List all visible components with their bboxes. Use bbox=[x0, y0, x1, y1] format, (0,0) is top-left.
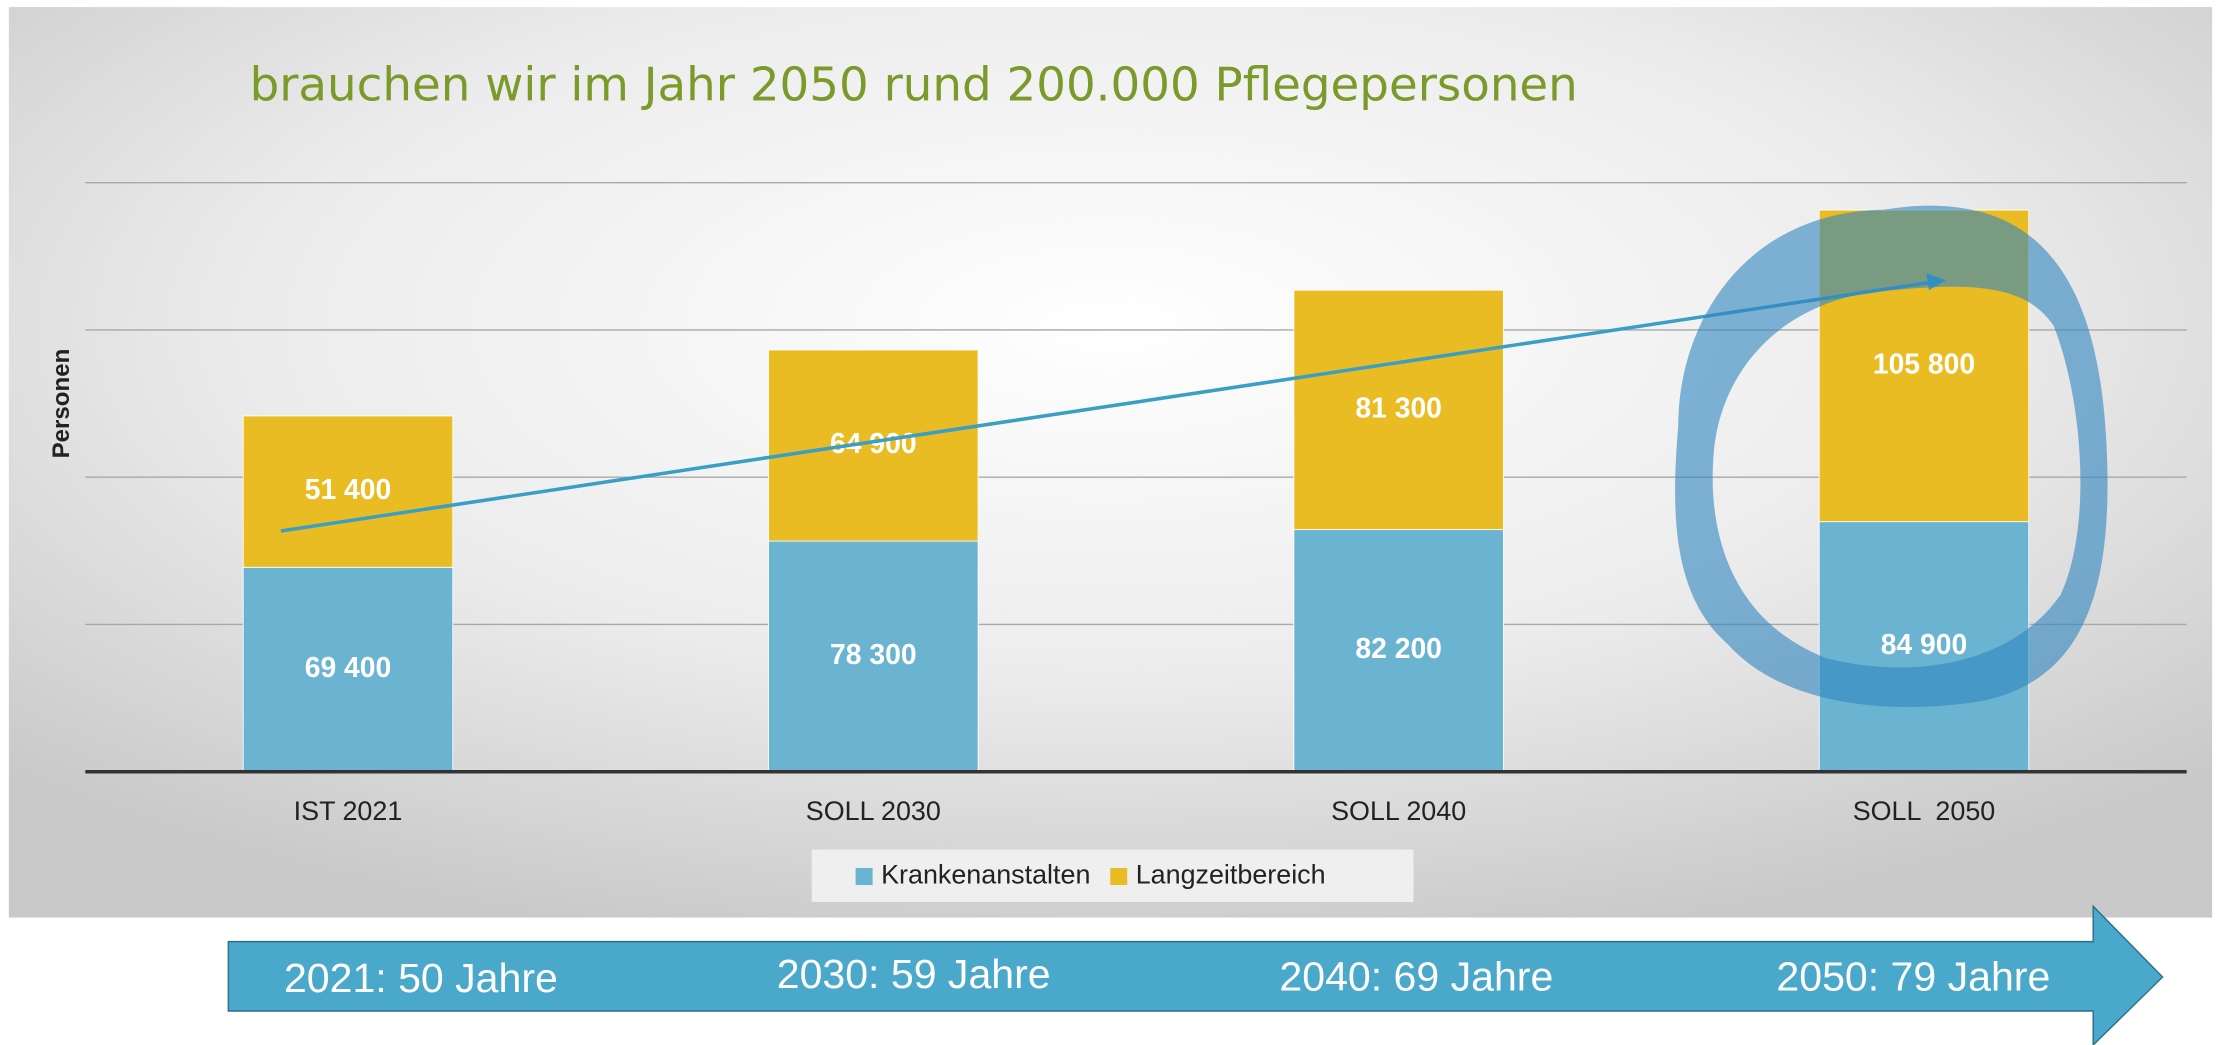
overlay bbox=[280, 205, 2108, 708]
x-tick-label: SOLL 2040 bbox=[1331, 796, 1466, 826]
data-label: 84 900 bbox=[1881, 628, 1968, 660]
data-label: 81 300 bbox=[1355, 391, 1442, 423]
bar-segment bbox=[242, 566, 454, 773]
data-label: 51 400 bbox=[305, 473, 392, 505]
age-label: 2040: 69 Jahre bbox=[1279, 954, 1553, 1000]
bar-segment bbox=[1818, 521, 2030, 773]
legend: Krankenanstalten Langzeitbereich bbox=[855, 860, 1326, 890]
age-label: 2050: 79 Jahre bbox=[1776, 954, 2050, 1000]
chart-title: brauchen wir im Jahr 2050 rund 200.000 P… bbox=[250, 58, 1578, 112]
age-label: 2021: 50 Jahre bbox=[284, 955, 558, 1001]
bar-segment bbox=[242, 415, 454, 568]
data-label: 82 200 bbox=[1355, 632, 1442, 664]
x-tick-label: SOLL 2050 bbox=[1853, 796, 1996, 826]
bar-segment bbox=[1293, 289, 1504, 531]
data-label: 78 300 bbox=[830, 638, 917, 670]
x-tick-label: SOLL 2030 bbox=[806, 796, 941, 826]
bar-segment bbox=[768, 540, 979, 773]
legend-label: Langzeitbereich bbox=[1136, 860, 1326, 890]
bar-segment bbox=[768, 349, 979, 542]
age-label: 2030: 59 Jahre bbox=[777, 951, 1051, 997]
legend-label: Krankenanstalten bbox=[881, 860, 1090, 890]
trend-arrow bbox=[280, 280, 1935, 533]
legend-swatch bbox=[855, 868, 873, 885]
data-label: 69 400 bbox=[305, 651, 392, 683]
age-arrow bbox=[227, 904, 2164, 1045]
x-tick-label: IST 2021 bbox=[294, 796, 403, 826]
age-labels: 2021: 50 Jahre 2030: 59 Jahre 2040: 69 Jah… bbox=[284, 951, 2050, 1001]
y-axis-label: Personen bbox=[48, 349, 75, 459]
legend-swatch bbox=[1110, 868, 1128, 885]
data-label: 105 800 bbox=[1873, 347, 1975, 379]
